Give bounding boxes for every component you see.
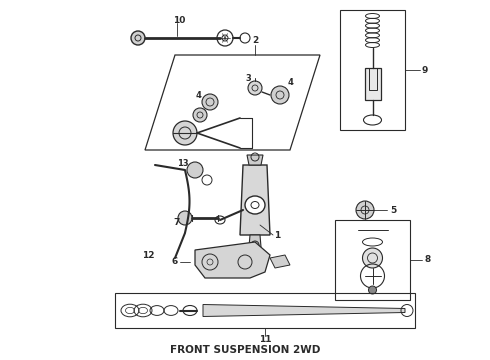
Circle shape — [271, 86, 289, 104]
Text: 9: 9 — [422, 66, 428, 75]
Text: 11: 11 — [259, 336, 271, 345]
Text: 5: 5 — [390, 206, 396, 215]
Text: 13: 13 — [177, 158, 189, 167]
Text: 3: 3 — [245, 73, 251, 82]
Text: 4: 4 — [287, 77, 293, 86]
Polygon shape — [203, 305, 405, 316]
Circle shape — [178, 211, 192, 225]
Text: 1: 1 — [274, 230, 280, 239]
Text: FRONT SUSPENSION 2WD: FRONT SUSPENSION 2WD — [170, 345, 320, 355]
Circle shape — [368, 286, 376, 294]
Circle shape — [356, 201, 374, 219]
Circle shape — [187, 162, 203, 178]
Text: 7: 7 — [174, 217, 180, 226]
Text: 6: 6 — [172, 257, 178, 266]
Circle shape — [202, 94, 218, 110]
Polygon shape — [247, 155, 263, 165]
Circle shape — [173, 121, 197, 145]
Ellipse shape — [245, 196, 265, 214]
Circle shape — [363, 248, 383, 268]
Polygon shape — [249, 235, 261, 247]
Text: 8: 8 — [425, 256, 431, 265]
Polygon shape — [240, 165, 270, 235]
Text: 10: 10 — [173, 15, 185, 24]
Text: 12: 12 — [142, 251, 154, 260]
Circle shape — [193, 108, 207, 122]
Circle shape — [248, 81, 262, 95]
Polygon shape — [270, 255, 290, 268]
Circle shape — [131, 31, 145, 45]
Polygon shape — [195, 242, 270, 278]
Text: 4: 4 — [195, 90, 201, 99]
Text: 2: 2 — [252, 36, 258, 45]
Polygon shape — [365, 68, 381, 100]
